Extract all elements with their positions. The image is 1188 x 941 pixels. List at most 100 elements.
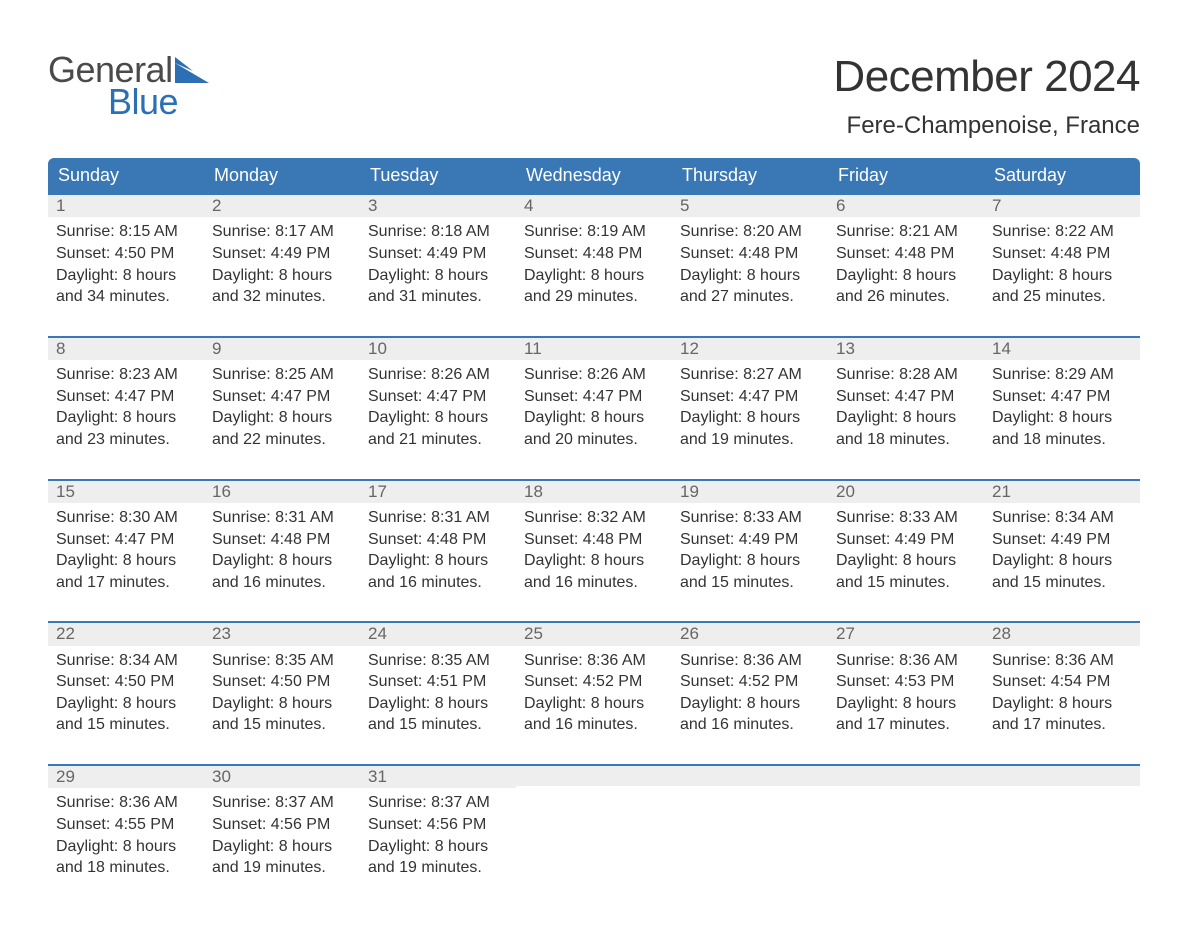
- daylight-line: Daylight: 8 hours: [56, 693, 196, 715]
- daylight-line-2: and 19 minutes.: [680, 429, 820, 451]
- daylight-line-2: and 15 minutes.: [836, 572, 976, 594]
- day-header: Monday: [204, 158, 360, 193]
- day-header: Saturday: [984, 158, 1140, 193]
- date-number: 31: [360, 764, 516, 788]
- sunset-line: Sunset: 4:52 PM: [680, 671, 820, 693]
- day-details: [984, 786, 1140, 866]
- calendar-day-cell: 13Sunrise: 8:28 AMSunset: 4:47 PMDayligh…: [828, 336, 984, 473]
- date-number: [984, 764, 1140, 786]
- daylight-line: Daylight: 8 hours: [836, 550, 976, 572]
- daylight-line-2: and 17 minutes.: [56, 572, 196, 594]
- date-number: 3: [360, 193, 516, 217]
- sunset-line: Sunset: 4:49 PM: [836, 529, 976, 551]
- day-details: Sunrise: 8:19 AMSunset: 4:48 PMDaylight:…: [516, 217, 672, 329]
- sunset-line: Sunset: 4:48 PM: [992, 243, 1132, 265]
- calendar-day-cell: 5Sunrise: 8:20 AMSunset: 4:48 PMDaylight…: [672, 193, 828, 330]
- sunset-line: Sunset: 4:54 PM: [992, 671, 1132, 693]
- date-number: 11: [516, 336, 672, 360]
- daylight-line: Daylight: 8 hours: [836, 693, 976, 715]
- calendar-day-cell: 18Sunrise: 8:32 AMSunset: 4:48 PMDayligh…: [516, 479, 672, 616]
- daylight-line: Daylight: 8 hours: [992, 693, 1132, 715]
- sunrise-line: Sunrise: 8:25 AM: [212, 364, 352, 386]
- sunrise-line: Sunrise: 8:37 AM: [368, 792, 508, 814]
- sunset-line: Sunset: 4:52 PM: [524, 671, 664, 693]
- daylight-line: Daylight: 8 hours: [992, 407, 1132, 429]
- day-details: Sunrise: 8:29 AMSunset: 4:47 PMDaylight:…: [984, 360, 1140, 472]
- day-details: Sunrise: 8:20 AMSunset: 4:48 PMDaylight:…: [672, 217, 828, 329]
- sunset-line: Sunset: 4:48 PM: [212, 529, 352, 551]
- daylight-line-2: and 16 minutes.: [680, 714, 820, 736]
- daylight-line: Daylight: 8 hours: [524, 550, 664, 572]
- calendar-day-cell: 12Sunrise: 8:27 AMSunset: 4:47 PMDayligh…: [672, 336, 828, 473]
- day-header: Sunday: [48, 158, 204, 193]
- day-details: [672, 786, 828, 866]
- calendar-day-cell: 8Sunrise: 8:23 AMSunset: 4:47 PMDaylight…: [48, 336, 204, 473]
- day-details: Sunrise: 8:26 AMSunset: 4:47 PMDaylight:…: [360, 360, 516, 472]
- daylight-line: Daylight: 8 hours: [368, 550, 508, 572]
- sunset-line: Sunset: 4:56 PM: [368, 814, 508, 836]
- sunrise-line: Sunrise: 8:28 AM: [836, 364, 976, 386]
- flag-icon: [175, 57, 209, 83]
- sunset-line: Sunset: 4:47 PM: [680, 386, 820, 408]
- daylight-line-2: and 16 minutes.: [524, 714, 664, 736]
- sunrise-line: Sunrise: 8:19 AM: [524, 221, 664, 243]
- calendar-day-cell: 6Sunrise: 8:21 AMSunset: 4:48 PMDaylight…: [828, 193, 984, 330]
- day-details: Sunrise: 8:25 AMSunset: 4:47 PMDaylight:…: [204, 360, 360, 472]
- sunrise-line: Sunrise: 8:37 AM: [212, 792, 352, 814]
- daylight-line: Daylight: 8 hours: [368, 265, 508, 287]
- daylight-line-2: and 16 minutes.: [524, 572, 664, 594]
- daylight-line-2: and 29 minutes.: [524, 286, 664, 308]
- sunset-line: Sunset: 4:50 PM: [56, 243, 196, 265]
- sunset-line: Sunset: 4:50 PM: [212, 671, 352, 693]
- daylight-line: Daylight: 8 hours: [56, 550, 196, 572]
- sunrise-line: Sunrise: 8:33 AM: [680, 507, 820, 529]
- date-number: 13: [828, 336, 984, 360]
- calendar-day-cell: 11Sunrise: 8:26 AMSunset: 4:47 PMDayligh…: [516, 336, 672, 473]
- calendar-day-cell: 15Sunrise: 8:30 AMSunset: 4:47 PMDayligh…: [48, 479, 204, 616]
- sunset-line: Sunset: 4:47 PM: [212, 386, 352, 408]
- calendar-day-cell: 3Sunrise: 8:18 AMSunset: 4:49 PMDaylight…: [360, 193, 516, 330]
- sunrise-line: Sunrise: 8:30 AM: [56, 507, 196, 529]
- sunset-line: Sunset: 4:51 PM: [368, 671, 508, 693]
- day-details: [828, 786, 984, 866]
- calendar-empty-cell: [516, 764, 672, 901]
- date-number: 1: [48, 193, 204, 217]
- calendar-day-cell: 19Sunrise: 8:33 AMSunset: 4:49 PMDayligh…: [672, 479, 828, 616]
- calendar-day-cell: 25Sunrise: 8:36 AMSunset: 4:52 PMDayligh…: [516, 621, 672, 758]
- calendar-day-cell: 24Sunrise: 8:35 AMSunset: 4:51 PMDayligh…: [360, 621, 516, 758]
- sunset-line: Sunset: 4:48 PM: [368, 529, 508, 551]
- day-details: Sunrise: 8:36 AMSunset: 4:54 PMDaylight:…: [984, 646, 1140, 758]
- day-details: Sunrise: 8:31 AMSunset: 4:48 PMDaylight:…: [204, 503, 360, 615]
- location-subtitle: Fere-Champenoise, France: [833, 112, 1140, 140]
- sunrise-line: Sunrise: 8:34 AM: [992, 507, 1132, 529]
- daylight-line: Daylight: 8 hours: [680, 550, 820, 572]
- sunset-line: Sunset: 4:49 PM: [212, 243, 352, 265]
- daylight-line: Daylight: 8 hours: [212, 550, 352, 572]
- calendar-day-cell: 16Sunrise: 8:31 AMSunset: 4:48 PMDayligh…: [204, 479, 360, 616]
- sunrise-line: Sunrise: 8:29 AM: [992, 364, 1132, 386]
- day-details: Sunrise: 8:35 AMSunset: 4:51 PMDaylight:…: [360, 646, 516, 758]
- sunrise-line: Sunrise: 8:26 AM: [368, 364, 508, 386]
- daylight-line: Daylight: 8 hours: [368, 407, 508, 429]
- sunrise-line: Sunrise: 8:35 AM: [368, 650, 508, 672]
- date-number: 7: [984, 193, 1140, 217]
- calendar-day-cell: 17Sunrise: 8:31 AMSunset: 4:48 PMDayligh…: [360, 479, 516, 616]
- day-details: Sunrise: 8:27 AMSunset: 4:47 PMDaylight:…: [672, 360, 828, 472]
- day-details: Sunrise: 8:36 AMSunset: 4:52 PMDaylight:…: [672, 646, 828, 758]
- calendar-empty-cell: [828, 764, 984, 901]
- calendar-day-cell: 28Sunrise: 8:36 AMSunset: 4:54 PMDayligh…: [984, 621, 1140, 758]
- date-number: 24: [360, 621, 516, 645]
- daylight-line: Daylight: 8 hours: [836, 407, 976, 429]
- date-number: 9: [204, 336, 360, 360]
- day-header: Wednesday: [516, 158, 672, 193]
- day-details: Sunrise: 8:23 AMSunset: 4:47 PMDaylight:…: [48, 360, 204, 472]
- calendar-week-row: 15Sunrise: 8:30 AMSunset: 4:47 PMDayligh…: [48, 479, 1140, 616]
- daylight-line-2: and 21 minutes.: [368, 429, 508, 451]
- calendar-day-cell: 20Sunrise: 8:33 AMSunset: 4:49 PMDayligh…: [828, 479, 984, 616]
- sunrise-line: Sunrise: 8:36 AM: [524, 650, 664, 672]
- calendar-day-cell: 9Sunrise: 8:25 AMSunset: 4:47 PMDaylight…: [204, 336, 360, 473]
- calendar-day-cell: 27Sunrise: 8:36 AMSunset: 4:53 PMDayligh…: [828, 621, 984, 758]
- day-details: Sunrise: 8:22 AMSunset: 4:48 PMDaylight:…: [984, 217, 1140, 329]
- sunrise-line: Sunrise: 8:36 AM: [836, 650, 976, 672]
- calendar-day-cell: 10Sunrise: 8:26 AMSunset: 4:47 PMDayligh…: [360, 336, 516, 473]
